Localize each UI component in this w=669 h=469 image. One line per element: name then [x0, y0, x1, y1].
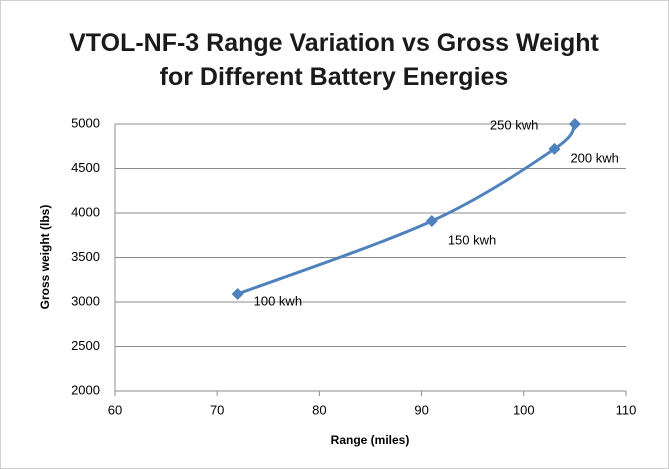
y-tick-label: 4000 — [71, 204, 100, 219]
y-tick-label: 4500 — [71, 160, 100, 175]
y-axis-title: Gross weight (lbs) — [38, 205, 52, 310]
point-label: 100 kwh — [254, 293, 302, 308]
y-tick-label: 5000 — [71, 115, 100, 130]
y-tick-label: 3000 — [71, 293, 100, 308]
x-tick-label: 60 — [108, 402, 122, 417]
x-tick-label: 100 — [513, 402, 535, 417]
data-point — [231, 287, 244, 300]
data-point — [568, 118, 581, 130]
y-tick-label: 3500 — [71, 249, 100, 264]
x-axis-title: Range (miles) — [331, 433, 410, 447]
x-tick-label: 70 — [210, 402, 224, 417]
x-tick-label: 110 — [616, 402, 637, 417]
x-tick-label: 80 — [312, 402, 326, 417]
data-point — [548, 142, 561, 155]
x-tick-label: 90 — [414, 402, 428, 417]
data-point — [425, 215, 438, 228]
series-line — [237, 123, 577, 296]
point-label: 200 kwh — [570, 150, 618, 165]
chart-title: VTOL-NF-3 Range Variation vs Gross Weigh… — [69, 29, 599, 91]
point-label: 150 kwh — [448, 232, 496, 247]
y-tick-label: 2500 — [71, 338, 100, 353]
point-label: 250 kwh — [490, 117, 538, 132]
y-tick-label: 2000 — [71, 382, 100, 397]
